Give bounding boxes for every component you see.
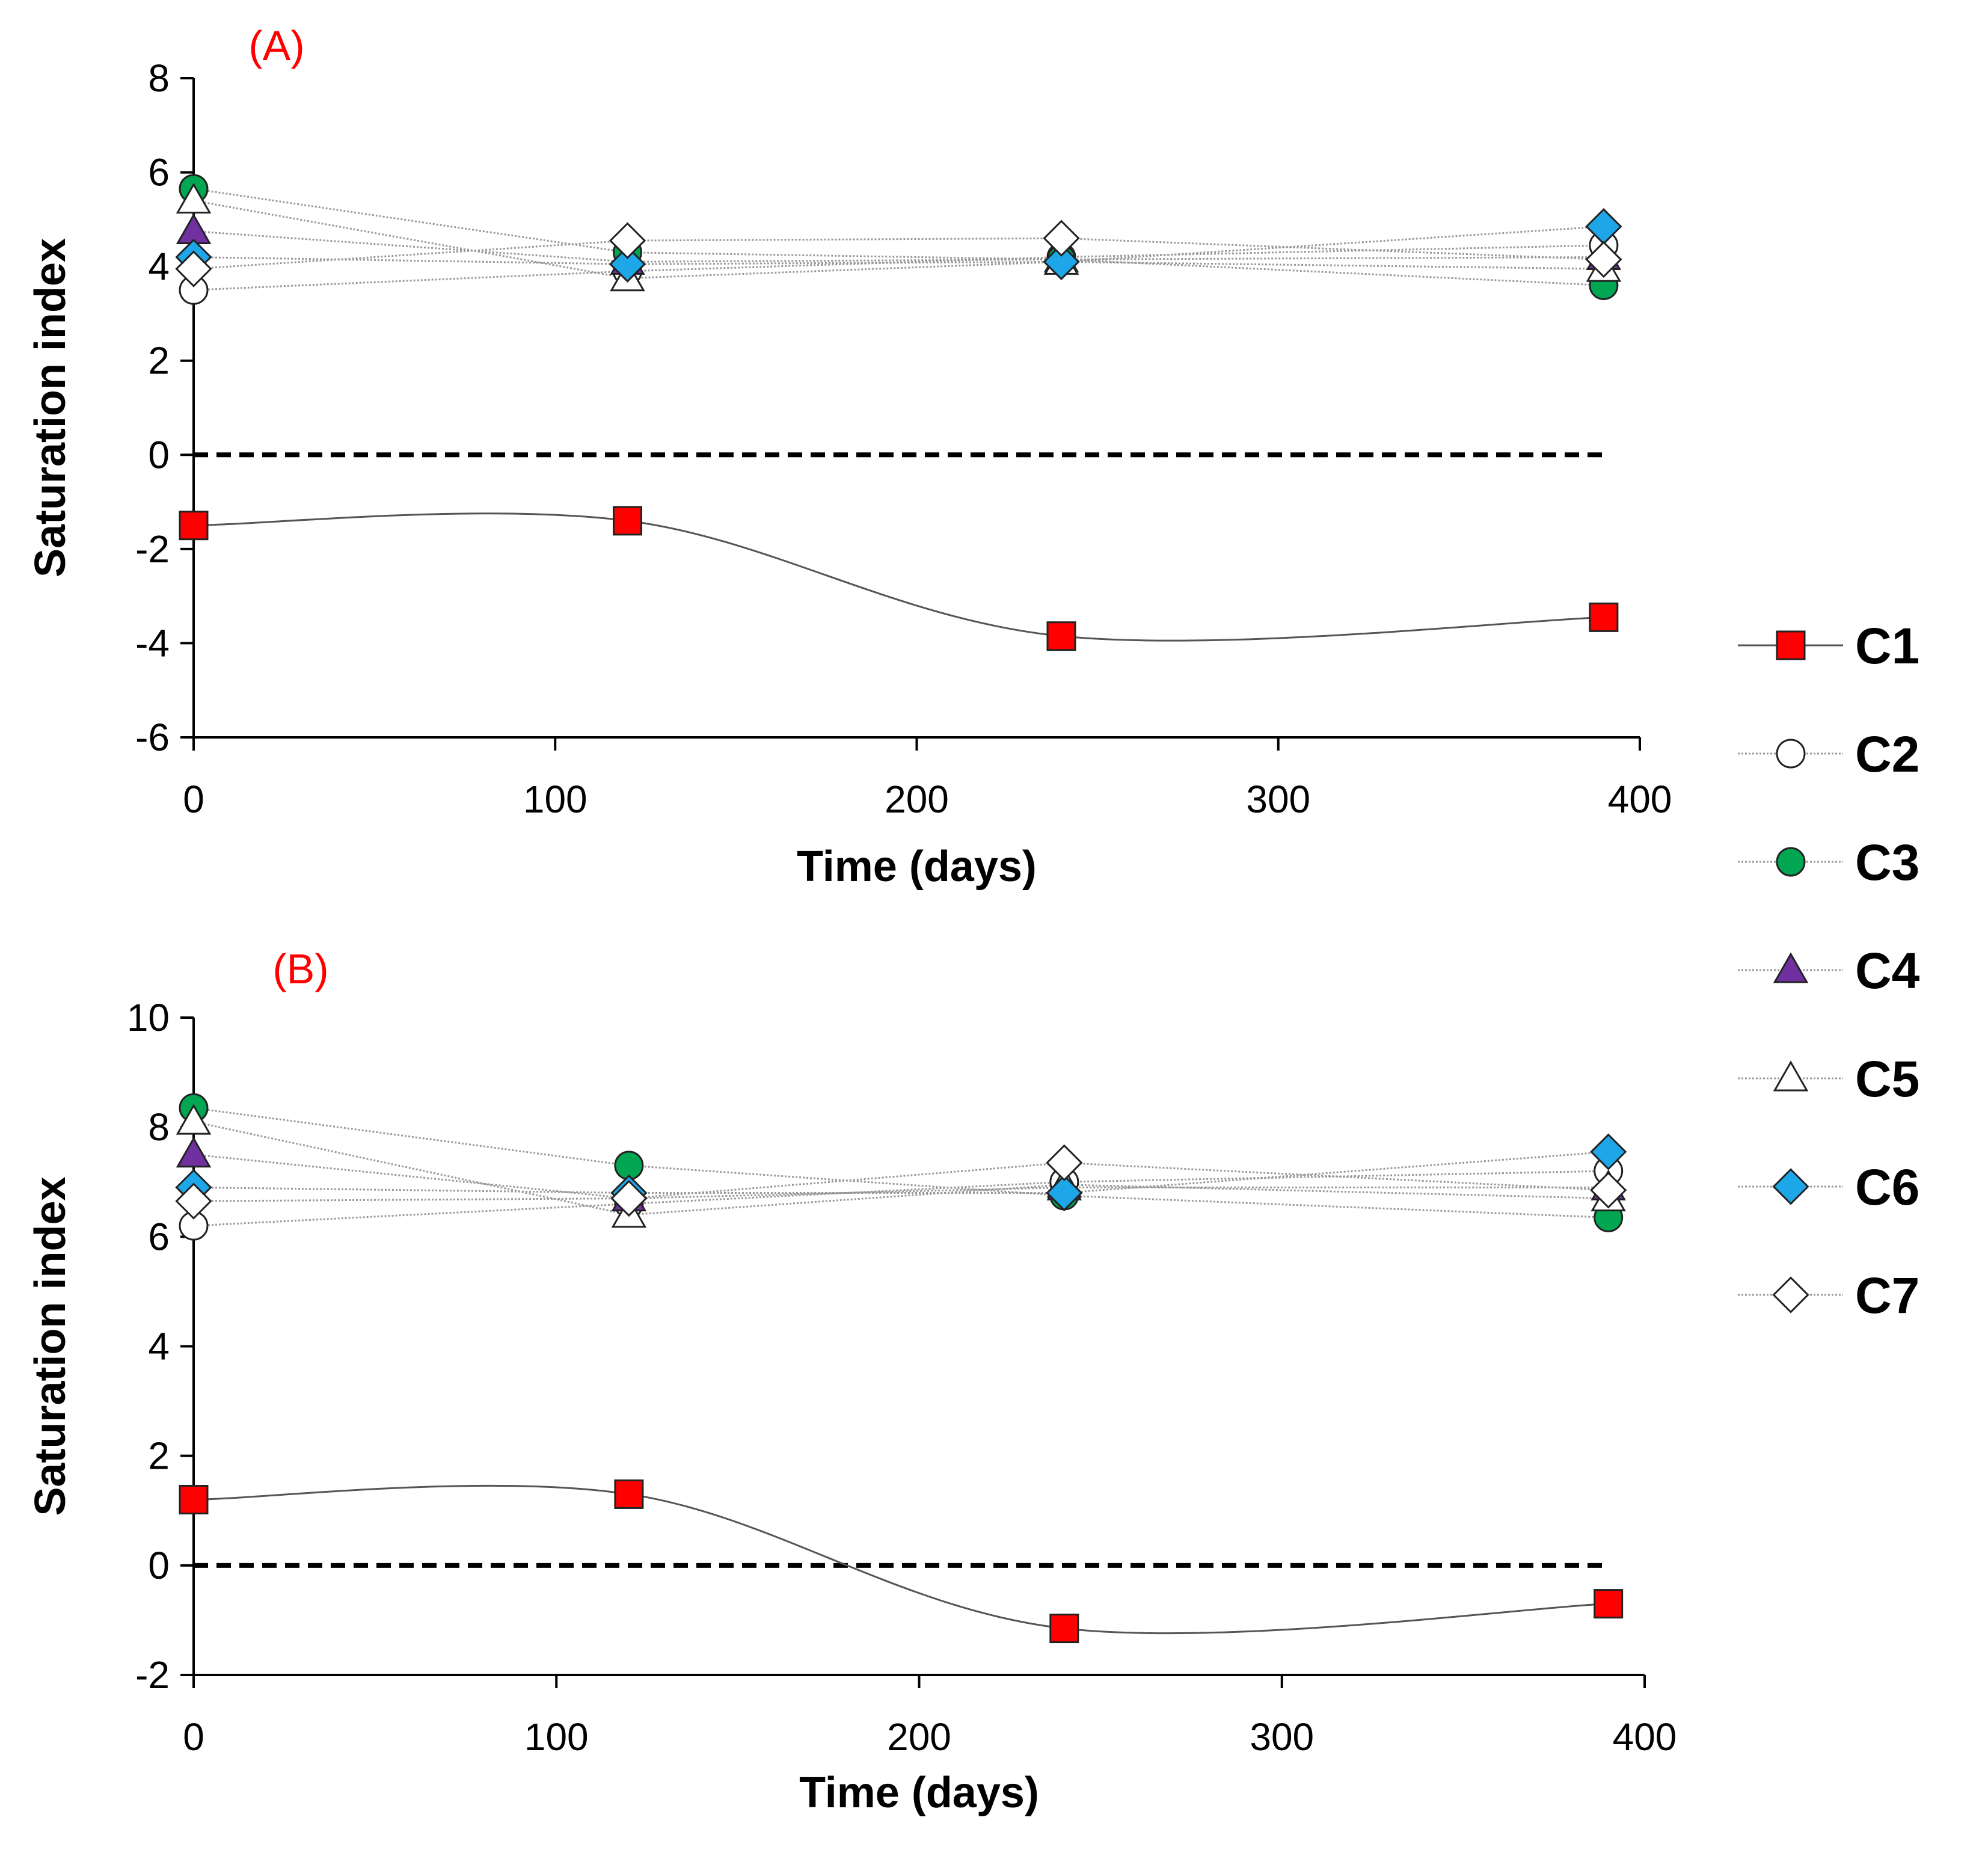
point-c5 <box>176 182 212 214</box>
point-c1 <box>613 506 642 536</box>
point-c6 <box>1046 1174 1083 1212</box>
point-c1 <box>179 1485 209 1515</box>
y-tick-label: 2 <box>148 1434 170 1478</box>
panel-a: -6 -4 -2 0 2 4 6 8 0 100 200 300 400 Time (days) Satur… <box>26 22 1672 891</box>
series-line-c7 <box>193 237 1604 270</box>
x-tick-label: 300 <box>1246 778 1310 821</box>
series-line-c2 <box>193 1170 1609 1227</box>
y-tick-label: 0 <box>148 1544 170 1587</box>
point-c1 <box>614 1479 644 1509</box>
y-axis-title: Saturation index <box>26 1176 75 1516</box>
point-c5 <box>176 1104 212 1135</box>
point-c6 <box>1590 1133 1627 1170</box>
panel-label: (A) <box>248 22 304 69</box>
legend-marker-c4 <box>1773 952 1809 983</box>
point-c6 <box>1043 243 1080 280</box>
point-c4 <box>176 1137 212 1168</box>
panel-label: (B) <box>272 945 328 992</box>
y-tick-label: 8 <box>148 1105 170 1149</box>
series-line-c2 <box>193 244 1604 291</box>
x-tick-label: 300 <box>1250 1715 1314 1759</box>
legend-marker-c7 <box>1772 1276 1809 1314</box>
legend-marker-c1 <box>1776 630 1806 660</box>
y-tick-label: 6 <box>148 151 170 194</box>
legend-marker-c5 <box>1773 1060 1809 1092</box>
legend-item-c2: C2 <box>1738 726 1919 782</box>
point-c1 <box>179 511 209 541</box>
y-tick-label: 2 <box>148 339 170 383</box>
legend-marker-c3 <box>1776 847 1806 877</box>
series-line-c5 <box>193 200 1604 280</box>
legend: C1 C2 C3 C4 C5 C6 C7 <box>1738 618 1920 1324</box>
legend-marker-c6 <box>1772 1168 1809 1205</box>
point-c7 <box>1585 241 1622 278</box>
y-tick-label: -2 <box>135 527 170 571</box>
legend-label: C4 <box>1855 942 1920 999</box>
x-tick-label: 0 <box>183 778 204 821</box>
legend-label: C2 <box>1855 726 1919 782</box>
x-tick-label: 400 <box>1608 778 1672 821</box>
x-tick-label: 200 <box>887 1715 951 1759</box>
x-tick-label: 100 <box>523 778 588 821</box>
point-c7 <box>175 1182 212 1220</box>
x-axis-title: Time (days) <box>797 843 1037 891</box>
point-c1 <box>1046 621 1076 651</box>
series-line-c6 <box>193 1151 1609 1194</box>
series-line-c4 <box>193 1154 1609 1200</box>
point-c1 <box>1589 602 1619 632</box>
x-axis-title: Time (days) <box>799 1769 1039 1817</box>
legend-item-c6: C6 <box>1738 1159 1919 1215</box>
point-c7 <box>1043 220 1080 257</box>
y-tick-label: 10 <box>127 996 170 1039</box>
legend-label: C3 <box>1855 834 1919 891</box>
point-c7 <box>1046 1144 1083 1182</box>
point-c7 <box>1590 1172 1627 1209</box>
point-c7 <box>609 222 646 259</box>
y-tick-label: -6 <box>135 716 170 759</box>
point-c1 <box>1594 1589 1624 1619</box>
legend-item-c1: C1 <box>1738 618 1919 674</box>
point-c7 <box>175 250 212 287</box>
series-line-c3 <box>193 188 1604 286</box>
x-tick-label: 0 <box>183 1715 204 1759</box>
y-axis-title: Saturation index <box>26 238 75 577</box>
legend-item-c4: C4 <box>1738 942 1920 999</box>
point-c6 <box>609 245 646 283</box>
legend-label: C5 <box>1855 1051 1919 1107</box>
x-tick-label: 200 <box>885 778 949 821</box>
y-tick-label: 0 <box>148 433 170 476</box>
series-line-c3 <box>193 1107 1609 1218</box>
point-c7 <box>610 1179 648 1217</box>
legend-label: C1 <box>1855 618 1919 674</box>
legend-item-c3: C3 <box>1738 834 1919 891</box>
y-tick-label: -4 <box>135 621 170 665</box>
series-line-c1 <box>193 1484 1609 1635</box>
point-c1 <box>1049 1614 1079 1644</box>
x-tick-label: 100 <box>524 1715 589 1759</box>
legend-label: C7 <box>1855 1267 1919 1324</box>
y-tick-label: -2 <box>135 1653 170 1697</box>
y-tick-label: 4 <box>148 1325 170 1368</box>
x-tick-label: 400 <box>1613 1715 1677 1759</box>
y-tick-label: 8 <box>148 57 170 100</box>
series-line-c4 <box>193 230 1604 263</box>
legend-label: C6 <box>1855 1159 1919 1215</box>
legend-marker-c2 <box>1776 739 1806 769</box>
legend-item-c5: C5 <box>1738 1051 1919 1107</box>
series-line-c6 <box>193 226 1604 265</box>
series-line-c7 <box>193 1161 1609 1202</box>
y-tick-label: 4 <box>148 245 170 288</box>
legend-item-c7: C7 <box>1738 1267 1919 1324</box>
series-line-c1 <box>193 512 1604 642</box>
y-tick-label: 6 <box>148 1215 170 1258</box>
